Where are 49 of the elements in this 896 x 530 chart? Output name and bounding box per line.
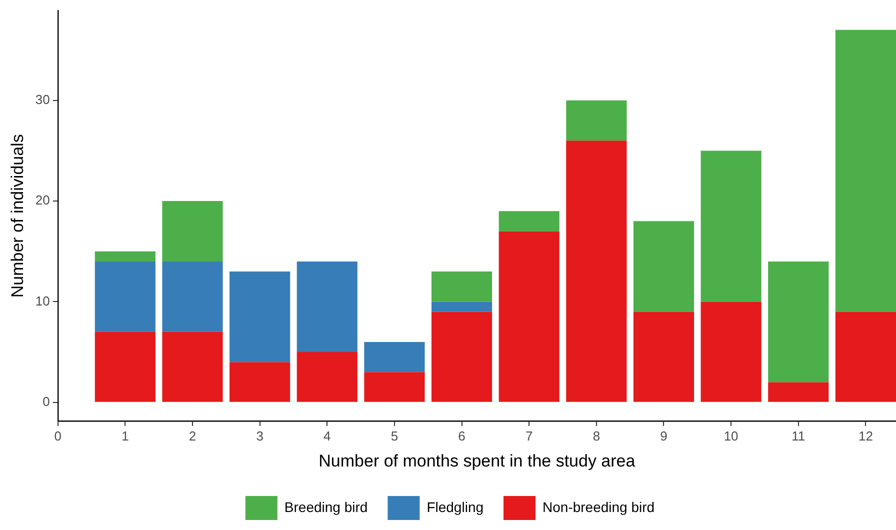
bar bbox=[162, 201, 223, 262]
bar bbox=[364, 342, 425, 372]
y-tick-label: 0 bbox=[42, 394, 50, 409]
bar bbox=[364, 372, 425, 402]
bar bbox=[94, 251, 156, 262]
bar bbox=[230, 272, 290, 362]
bar bbox=[768, 382, 829, 402]
bar bbox=[498, 211, 560, 232]
x-tick-label: 3 bbox=[256, 428, 264, 444]
x-tick-label: 12 bbox=[858, 428, 873, 444]
bar bbox=[162, 261, 223, 332]
x-tick-label: 7 bbox=[525, 428, 533, 444]
bar bbox=[230, 362, 290, 402]
bar bbox=[498, 231, 560, 402]
bar bbox=[296, 261, 358, 352]
legend-label: Breeding bird bbox=[284, 498, 368, 515]
x-axis-title: Number of months spent in the study area bbox=[318, 451, 636, 470]
bar bbox=[835, 312, 896, 402]
x-tick-label: 1 bbox=[122, 428, 129, 444]
bar bbox=[566, 100, 627, 141]
y-tick-label: 30 bbox=[35, 92, 50, 107]
x-tick-label: 10 bbox=[724, 428, 738, 444]
bar bbox=[431, 312, 492, 402]
x-tick-label: 8 bbox=[592, 428, 600, 444]
bar bbox=[700, 302, 762, 402]
x-tick-label: 4 bbox=[324, 428, 331, 444]
bar bbox=[566, 140, 627, 402]
x-tick-label: 5 bbox=[390, 428, 398, 444]
x-tick-label: 9 bbox=[660, 428, 668, 444]
legend-label: Non-breeding bird bbox=[542, 498, 655, 515]
bar bbox=[633, 312, 694, 402]
bar bbox=[431, 302, 492, 312]
bar bbox=[94, 332, 156, 402]
x-tick-label: 11 bbox=[792, 428, 806, 444]
bar bbox=[700, 150, 762, 302]
bar bbox=[768, 261, 829, 382]
x-tick-label: 0 bbox=[54, 428, 62, 444]
bar bbox=[633, 221, 694, 312]
x-tick-label: 6 bbox=[458, 428, 466, 444]
bar bbox=[835, 30, 896, 312]
bar bbox=[296, 352, 358, 402]
legend-label: Fledgling bbox=[426, 498, 484, 515]
bar bbox=[94, 261, 156, 332]
y-tick-label: 20 bbox=[35, 192, 50, 208]
y-axis-title: Number of individuals bbox=[8, 134, 27, 298]
y-tick-label: 10 bbox=[35, 293, 50, 308]
x-tick-label: 2 bbox=[188, 428, 196, 444]
bar bbox=[162, 332, 223, 402]
bar bbox=[431, 272, 492, 302]
